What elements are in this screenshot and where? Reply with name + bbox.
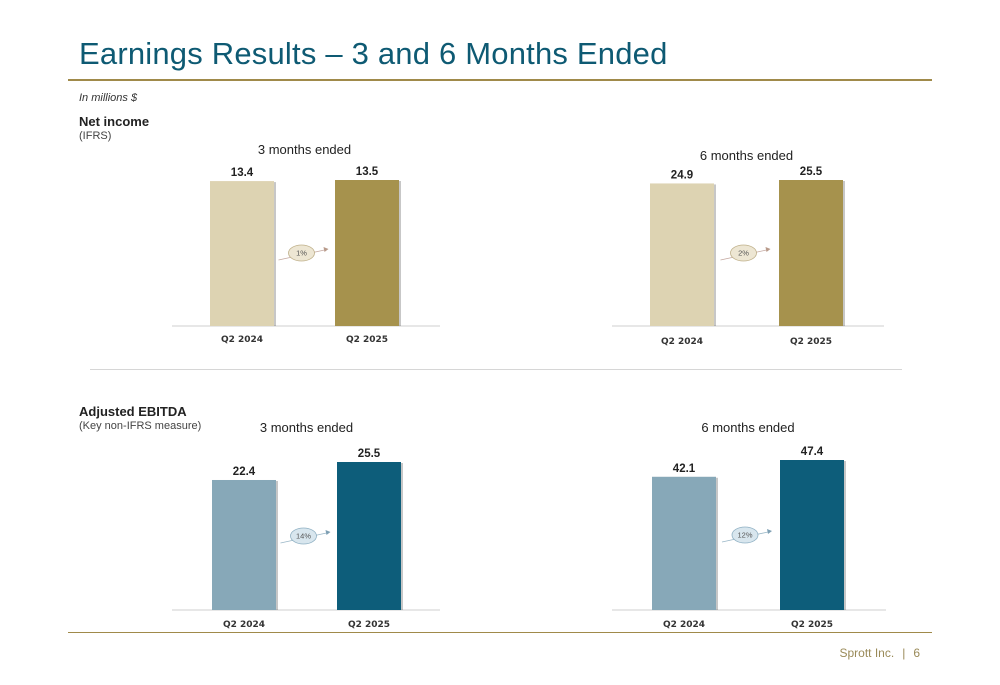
change-label: 2%	[738, 249, 749, 258]
bar-q2-2024	[650, 183, 714, 326]
value-label: 13.4	[231, 167, 254, 179]
change-bubble	[731, 526, 759, 544]
chart-title: 3 months ended	[258, 142, 351, 157]
value-label: 25.5	[358, 448, 381, 460]
footer-separator: |	[902, 646, 906, 660]
change-arrowhead	[325, 530, 331, 535]
value-label: 24.9	[671, 169, 693, 181]
page-title: Earnings Results – 3 and 6 Months Ended	[79, 36, 668, 71]
category-label: Q2 2024	[661, 337, 703, 347]
change-arrowhead	[765, 247, 771, 252]
bar-q2-2024	[210, 181, 274, 326]
bar-q2-2024	[212, 479, 276, 610]
ebitda-3m-chart: 3 months ended 22.4 Q2 2024 25.5 Q2 2025 14%	[172, 420, 440, 630]
chart-title: 6 months ended	[701, 420, 794, 435]
chart-title: 6 months ended	[700, 148, 793, 163]
value-label: 47.4	[801, 446, 824, 458]
net-income-label: Net income	[79, 114, 150, 129]
change-bubble	[290, 527, 317, 545]
value-label: 13.5	[356, 166, 379, 178]
ebitda-label: Adjusted EBITDA	[79, 404, 187, 419]
category-label: Q2 2025	[348, 620, 390, 630]
change-arrowhead	[323, 247, 329, 252]
category-label: Q2 2024	[223, 620, 265, 630]
bar-q2-2024	[652, 476, 716, 610]
ebitda-sub: (Key non-IFRS measure)	[79, 420, 202, 432]
category-label: Q2 2024	[663, 620, 705, 630]
category-label: Q2 2025	[346, 335, 388, 345]
net-income-sub: (IFRS)	[79, 130, 112, 142]
footer-rule	[68, 632, 932, 633]
value-label: 22.4	[233, 466, 256, 478]
category-label: Q2 2024	[221, 335, 263, 345]
section-divider	[90, 369, 902, 370]
bar-q2-2025	[335, 180, 399, 326]
footer: Sprott Inc. | 6	[839, 646, 920, 660]
chart-title: 3 months ended	[260, 420, 353, 435]
bar-q2-2025	[779, 180, 843, 326]
bar-q2-2025	[337, 462, 401, 610]
net-income-6m-chart: 6 months ended 24.9 Q2 2024 25.5 Q2 2025 2%	[612, 148, 884, 347]
units-note: In millions $	[79, 92, 138, 104]
change-label: 14%	[296, 532, 311, 541]
footer-company: Sprott Inc.	[839, 646, 895, 660]
page-number: 6	[913, 646, 920, 660]
category-label: Q2 2025	[791, 620, 833, 630]
net-income-3m-chart: 3 months ended 13.4 Q2 2024 13.5 Q2 2025 1%	[172, 142, 440, 345]
change-label: 12%	[737, 531, 752, 540]
change-label: 1%	[296, 249, 307, 258]
bar-q2-2025	[780, 460, 844, 610]
ebitda-6m-chart: 6 months ended 42.1 Q2 2024 47.4 Q2 2025 12%	[612, 420, 886, 630]
change-bubble	[288, 244, 315, 262]
title-rule	[68, 79, 932, 81]
value-label: 25.5	[800, 166, 823, 178]
value-label: 42.1	[673, 463, 696, 475]
change-arrowhead	[767, 529, 772, 534]
category-label: Q2 2025	[790, 337, 832, 347]
change-bubble	[730, 244, 757, 262]
